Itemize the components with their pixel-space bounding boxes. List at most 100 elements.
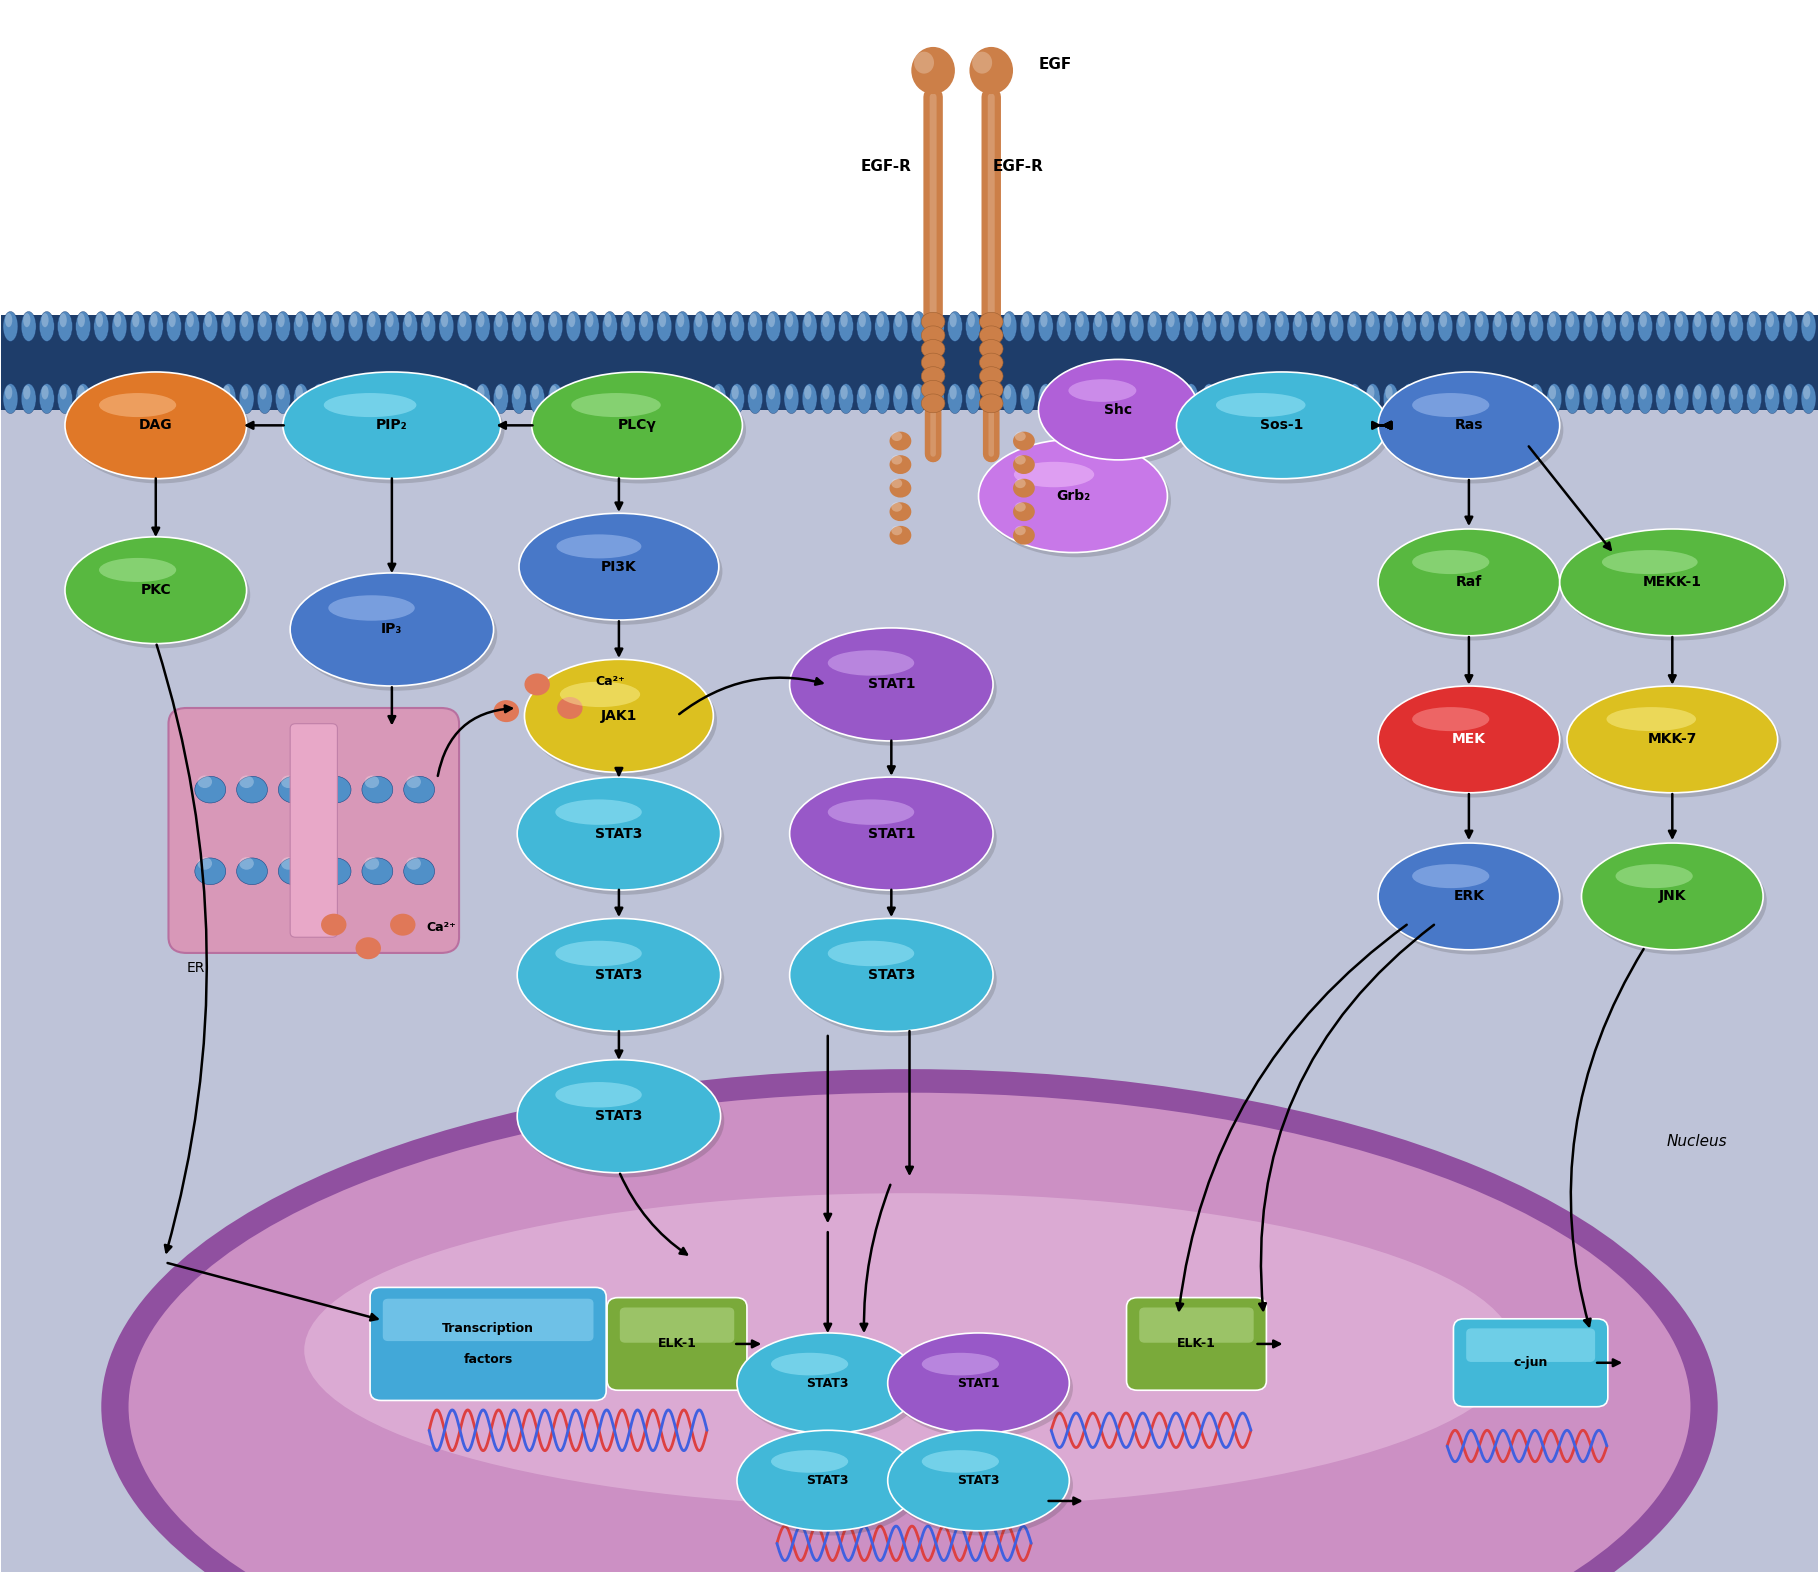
- Ellipse shape: [711, 384, 726, 414]
- Ellipse shape: [1473, 384, 1490, 414]
- Ellipse shape: [349, 385, 357, 400]
- Ellipse shape: [1059, 313, 1066, 327]
- Ellipse shape: [789, 919, 993, 1032]
- Ellipse shape: [60, 385, 67, 400]
- Ellipse shape: [920, 326, 944, 344]
- Ellipse shape: [1111, 311, 1126, 341]
- Ellipse shape: [820, 311, 835, 341]
- Ellipse shape: [520, 1065, 724, 1178]
- Ellipse shape: [513, 385, 520, 400]
- Ellipse shape: [40, 311, 55, 341]
- Ellipse shape: [167, 311, 182, 341]
- Text: STAT1: STAT1: [957, 1376, 1000, 1389]
- Ellipse shape: [1382, 376, 1563, 483]
- Text: Nucleus: Nucleus: [1666, 1134, 1726, 1148]
- Ellipse shape: [713, 385, 720, 400]
- Ellipse shape: [1186, 385, 1193, 400]
- Ellipse shape: [640, 313, 648, 327]
- Ellipse shape: [1404, 385, 1412, 400]
- Ellipse shape: [1222, 313, 1230, 327]
- Ellipse shape: [1673, 311, 1688, 341]
- Ellipse shape: [793, 782, 997, 895]
- Ellipse shape: [224, 313, 231, 327]
- Ellipse shape: [839, 384, 853, 414]
- Ellipse shape: [329, 384, 346, 414]
- Ellipse shape: [604, 313, 611, 327]
- Ellipse shape: [1548, 385, 1555, 400]
- Ellipse shape: [1166, 311, 1181, 341]
- Ellipse shape: [1275, 311, 1290, 341]
- Ellipse shape: [236, 777, 267, 802]
- Ellipse shape: [329, 311, 346, 341]
- Ellipse shape: [1546, 384, 1563, 414]
- Ellipse shape: [586, 313, 593, 327]
- Ellipse shape: [304, 1194, 1515, 1507]
- Ellipse shape: [979, 326, 1002, 344]
- Ellipse shape: [98, 558, 176, 582]
- Ellipse shape: [1004, 313, 1011, 327]
- Ellipse shape: [1621, 385, 1628, 400]
- Ellipse shape: [675, 384, 689, 414]
- Ellipse shape: [768, 313, 775, 327]
- Ellipse shape: [129, 1093, 1690, 1573]
- Ellipse shape: [857, 384, 871, 414]
- Ellipse shape: [982, 444, 1171, 557]
- Ellipse shape: [1783, 384, 1797, 414]
- Ellipse shape: [888, 1430, 1070, 1531]
- Ellipse shape: [1675, 385, 1683, 400]
- Ellipse shape: [731, 385, 739, 400]
- Ellipse shape: [1559, 529, 1784, 635]
- Ellipse shape: [22, 384, 36, 414]
- Bar: [2, 316, 1817, 409]
- Ellipse shape: [1068, 379, 1137, 401]
- Ellipse shape: [1330, 311, 1344, 341]
- Ellipse shape: [69, 376, 251, 483]
- Ellipse shape: [1748, 313, 1755, 327]
- Ellipse shape: [1712, 313, 1719, 327]
- Ellipse shape: [548, 311, 562, 341]
- Ellipse shape: [224, 385, 231, 400]
- Ellipse shape: [440, 385, 447, 400]
- Ellipse shape: [891, 455, 902, 464]
- Ellipse shape: [602, 384, 617, 414]
- Ellipse shape: [1784, 385, 1792, 400]
- Ellipse shape: [1379, 843, 1559, 950]
- Ellipse shape: [1459, 313, 1466, 327]
- Ellipse shape: [493, 700, 518, 722]
- Text: STAT3: STAT3: [595, 1109, 642, 1123]
- Ellipse shape: [1239, 311, 1253, 341]
- Ellipse shape: [822, 385, 829, 400]
- Ellipse shape: [458, 313, 466, 327]
- Ellipse shape: [1015, 431, 1026, 440]
- Ellipse shape: [169, 313, 176, 327]
- Ellipse shape: [529, 384, 544, 414]
- Ellipse shape: [404, 385, 411, 400]
- Ellipse shape: [766, 311, 780, 341]
- Ellipse shape: [1330, 384, 1344, 414]
- Ellipse shape: [475, 311, 489, 341]
- Ellipse shape: [986, 385, 993, 400]
- Ellipse shape: [495, 385, 502, 400]
- Ellipse shape: [1783, 311, 1797, 341]
- Ellipse shape: [96, 313, 104, 327]
- Ellipse shape: [149, 384, 164, 414]
- Ellipse shape: [291, 573, 493, 686]
- Ellipse shape: [1512, 385, 1519, 400]
- Ellipse shape: [362, 857, 393, 884]
- Ellipse shape: [1379, 686, 1559, 793]
- Text: ER: ER: [187, 961, 206, 975]
- Ellipse shape: [24, 313, 31, 327]
- Ellipse shape: [1564, 311, 1581, 341]
- Ellipse shape: [889, 431, 911, 450]
- Ellipse shape: [1606, 708, 1695, 731]
- Ellipse shape: [24, 385, 31, 400]
- Ellipse shape: [1422, 313, 1430, 327]
- Ellipse shape: [5, 385, 13, 400]
- Ellipse shape: [1168, 385, 1175, 400]
- Ellipse shape: [729, 311, 744, 341]
- Ellipse shape: [1766, 385, 1774, 400]
- Text: PKC: PKC: [140, 584, 171, 598]
- Ellipse shape: [528, 664, 717, 777]
- Ellipse shape: [113, 384, 127, 414]
- Ellipse shape: [1239, 384, 1253, 414]
